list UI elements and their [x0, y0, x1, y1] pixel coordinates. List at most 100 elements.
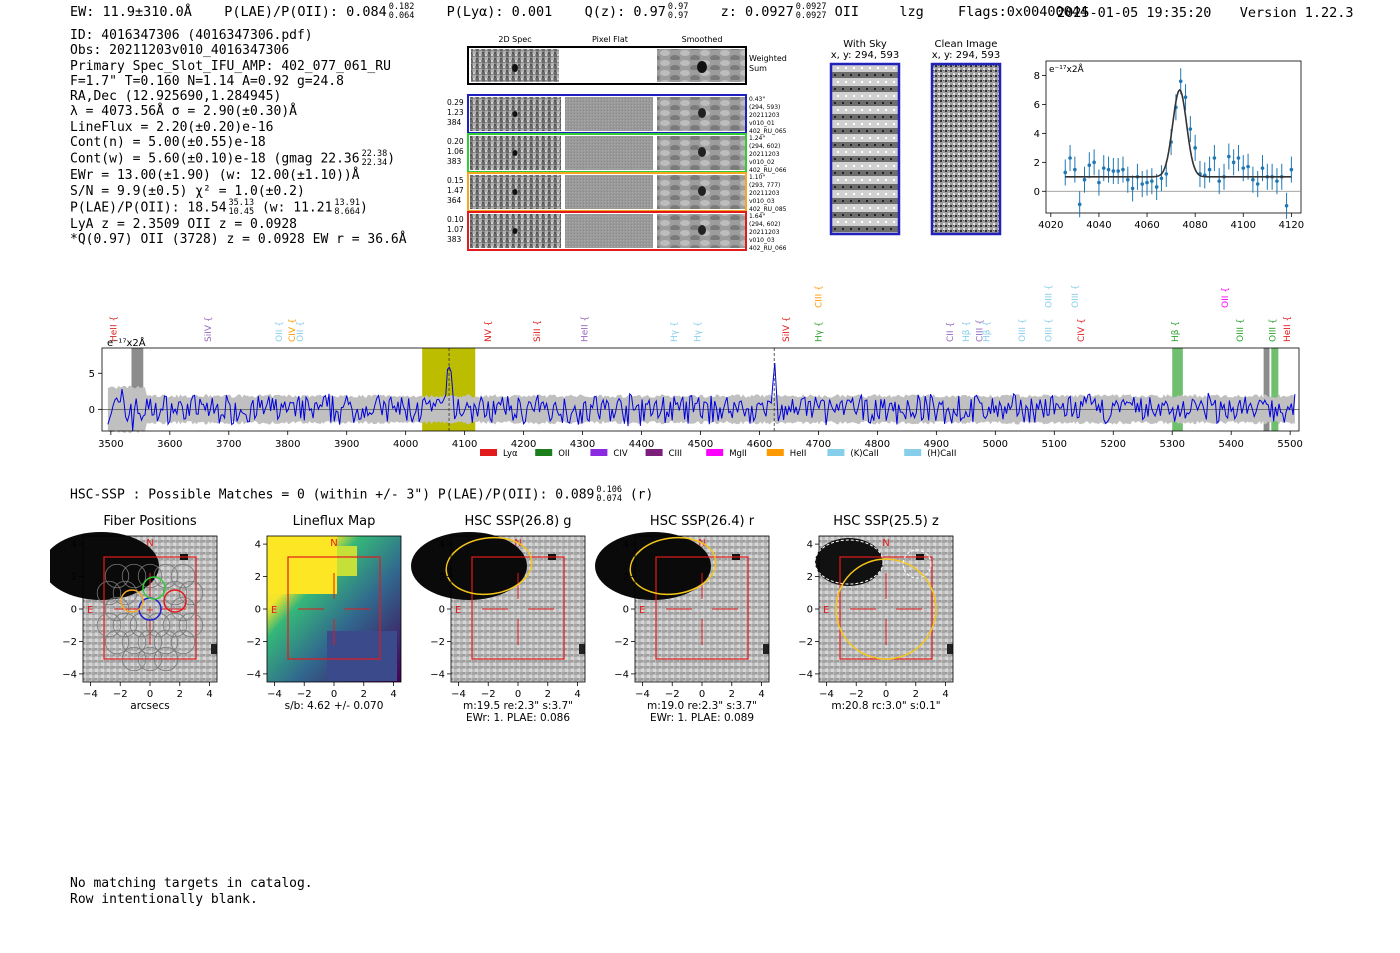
fiber-circle — [137, 646, 163, 672]
hsc-xtick-label: 0 — [699, 689, 705, 700]
info-primary: Primary Spec_Slot_IFU_AMP: 402_077_061_R… — [70, 58, 391, 74]
spectrum-legend: Lyα OII CIV CIII MgII HeII (K)CaII (H)CaII — [480, 449, 956, 459]
fit-point — [1150, 179, 1154, 183]
cutout-left-value: 383 — [447, 235, 462, 244]
fit-point — [1097, 180, 1101, 185]
footer-line-1: No matching targets in catalog. — [70, 876, 313, 891]
cutout-flat — [565, 214, 653, 248]
legend-label: OII — [558, 449, 570, 459]
col-labels: 2D Spec Pixel Flat Smoothed — [498, 35, 722, 44]
header-right: 2025-01-05 19:35:20 Version 1.22.3 — [1057, 5, 1354, 21]
cutout-right-value: 402_RU_085 — [749, 206, 787, 213]
legend-swatch — [706, 449, 724, 456]
fiber-circle — [104, 596, 130, 622]
hsc-xtick-label: 4 — [758, 689, 764, 700]
info-params: F=1.7" T=0.160 N=1.14 A=0.92 g=24.8 — [70, 73, 344, 89]
spectrum-xtick-label: 4800 — [865, 439, 890, 450]
legend-entry: (H)CaII — [904, 449, 956, 459]
spectral-line-label: OIII { — [1268, 318, 1278, 342]
fit-point — [1125, 177, 1130, 182]
hsc-ytick-label: −4 — [798, 669, 813, 680]
fiber-circle — [104, 563, 130, 589]
spectrum-xtick-label: 5500 — [1277, 439, 1302, 450]
fiber-circle — [96, 612, 122, 638]
hsc-xtick-label: 0 — [147, 689, 153, 700]
fit-point — [1183, 95, 1188, 99]
hsc-header: HSC-SSP : Possible Matches = 0 (within +… — [70, 485, 654, 504]
fit-point — [1063, 170, 1068, 175]
fit-xtick-label: 4080 — [1182, 220, 1207, 231]
hsc-caption-1: m:20.8 rc:3.0" s:0.1" — [831, 700, 940, 712]
legend-swatch — [535, 449, 553, 456]
fiber-circle — [112, 612, 138, 638]
cutout-right-value: (293, 777) — [749, 182, 780, 189]
fit-point — [1251, 177, 1255, 182]
hsc-ytick-label: −2 — [62, 637, 77, 648]
east-label: E — [271, 605, 277, 616]
hsc-xtick-label: −4 — [819, 689, 834, 700]
east-label: E — [455, 605, 461, 616]
legend-entry: CIII — [645, 449, 682, 459]
cutout-right-value: 1.24" — [749, 135, 765, 142]
legend-swatch — [827, 449, 845, 456]
hsc-xtick-label: 0 — [883, 689, 889, 700]
cutout-right-value: 402_RU_066 — [749, 245, 787, 252]
hsc-xtick-label: −4 — [635, 689, 650, 700]
legend-entry: Lyα — [480, 449, 518, 459]
spectrum-xtick-label: 5000 — [983, 439, 1008, 450]
hsc-ytick-label: 4 — [623, 540, 629, 551]
hsc-ytick-label: 2 — [255, 572, 261, 583]
fit-point — [1260, 166, 1265, 170]
fit-model-curve — [1065, 88, 1292, 178]
spectrum-markers — [448, 348, 775, 431]
weighted-label-2: Sum — [749, 64, 767, 73]
spectrum-line-labels: HeII {SiIV {OII {CIV {OII {NV {SiII {HeI… — [110, 284, 1293, 342]
fit-point — [1255, 182, 1260, 186]
info-plae: P(LAE)/P(OII): 18.54 35.13 10.45 (w: 11.21… — [70, 197, 368, 217]
fit-point — [1246, 164, 1250, 169]
fit-point — [1289, 167, 1294, 172]
hsc-ytick-label: 4 — [255, 540, 261, 551]
hsc-xtick-label: 4 — [390, 689, 396, 700]
hsc-ytick-label: 0 — [807, 605, 813, 616]
cutout-left-value: 0.20 — [447, 137, 464, 146]
info-q: *Q(0.97) OII (3728) z = 0.0928 EW r = 36… — [70, 232, 407, 248]
fit-point — [1073, 167, 1077, 172]
fit-point — [1077, 202, 1082, 207]
legend-label: (H)CaII — [927, 449, 956, 459]
footer-notes: No matching targets in catalog. Row inte… — [70, 876, 313, 907]
spectrum-xtick-label: 5400 — [1218, 439, 1243, 450]
legend-entry: HeII — [766, 449, 806, 459]
sky-band — [1271, 348, 1279, 431]
spectral-line-label: CIV { — [288, 318, 298, 342]
hsc-ytick-label: −4 — [246, 669, 261, 680]
spectrum-xtick-label: 3700 — [216, 439, 241, 450]
header-z-line: OII — [834, 4, 860, 20]
cutout-flat — [565, 175, 653, 209]
svg-text:+: + — [146, 605, 154, 616]
fit-ytick-label: 6 — [1034, 100, 1040, 111]
col-label-pixelflat: Pixel Flat — [592, 35, 628, 44]
hsc-ytick-label: 4 — [71, 540, 77, 551]
fiber-circle — [121, 646, 147, 672]
spectrum-xtick-label: 5300 — [1159, 439, 1184, 450]
spectral-line-label: CIII { — [814, 285, 824, 308]
fit-xtick-label: 4100 — [1231, 220, 1256, 231]
hsc-ytick-label: −2 — [246, 637, 261, 648]
aperture-box — [655, 556, 749, 660]
hsc-panel-group: Fiber Positions N E + −4 −4 −2 −2 0 0 2 2 4 4 arcsecs L… — [50, 514, 954, 724]
info-ewr: EWr = 13.00(±1.90) (w: 12.00(±1.10))Å — [70, 168, 360, 184]
fiber-3 — [120, 589, 144, 613]
hsc-ytick-label: 2 — [439, 572, 445, 583]
legend-swatch — [590, 449, 608, 456]
weighted-sum-row: Weighted Sum — [467, 46, 787, 85]
cutout-flat — [565, 97, 653, 131]
spectrum-xtick-label: 3800 — [275, 439, 300, 450]
cutout-left-value: 0.15 — [447, 176, 464, 185]
legend-label: (K)CaII — [850, 449, 878, 459]
spectral-line-label: HeII { — [110, 316, 120, 342]
footer-line-2: Row intentionally blank. — [70, 891, 258, 907]
